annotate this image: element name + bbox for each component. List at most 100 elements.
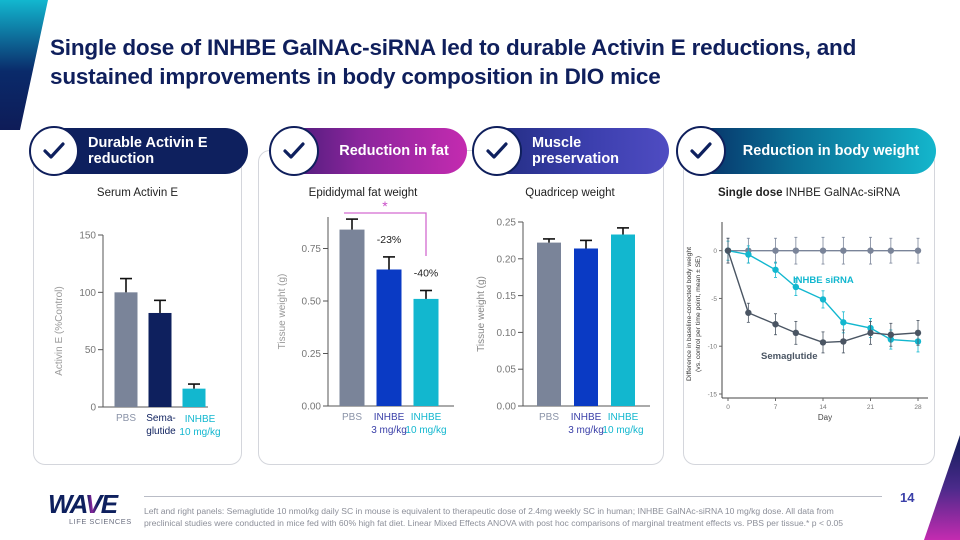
data-point xyxy=(887,331,895,338)
footnote-line-1: Left and right panels: Semaglutide 10 nm… xyxy=(144,506,834,516)
y-tick-label: -5 xyxy=(711,296,717,303)
corner-decoration-bottom-right xyxy=(924,435,960,540)
y-tick-label: 50 xyxy=(85,345,97,356)
x-category-label: 10 mg/kg xyxy=(179,427,220,438)
y-tick-label: 0.10 xyxy=(497,328,517,339)
data-point xyxy=(772,266,779,273)
data-point xyxy=(772,321,779,328)
pill-label: Muscle preservation xyxy=(532,135,620,167)
x-tick-label: 14 xyxy=(819,404,827,411)
data-point xyxy=(745,251,752,258)
x-category-label: INHBE xyxy=(608,412,639,423)
x-category-label: Sema- xyxy=(146,413,175,424)
x-category-label: PBS xyxy=(116,413,136,424)
data-point xyxy=(840,247,847,254)
page-number: 14 xyxy=(900,490,915,505)
x-category-label: INHBE xyxy=(185,414,216,425)
y-tick-label: 0 xyxy=(713,248,717,255)
footnote-line-2: preclinical studies were conducted in mi… xyxy=(144,518,844,528)
percent-change-label: -40% xyxy=(414,268,439,280)
data-point xyxy=(819,247,827,254)
pill-fat-reduction: Reduction in fat xyxy=(269,126,467,176)
data-point xyxy=(867,329,874,337)
chart-title-quad: Quadricep weight xyxy=(525,187,615,199)
y-axis-label: Difference in baseline-corrected body we… xyxy=(686,247,693,381)
y-axis-label: Activin E (%Control) xyxy=(54,286,65,375)
data-point xyxy=(792,329,800,337)
pill-label: Durable Activin E reduction xyxy=(88,135,208,167)
bar xyxy=(574,248,598,406)
body-weight-panel xyxy=(683,150,935,465)
bar xyxy=(413,298,439,406)
data-point xyxy=(840,319,847,326)
data-point xyxy=(792,283,800,291)
data-point xyxy=(840,338,847,345)
x-category-label: 3 mg/kg xyxy=(568,425,604,436)
fat-weight-chart: 0.00 0.25 0.50 0.75 Tissue weight (g) PBS INHB… xyxy=(277,198,454,436)
x-category-label: 3 mg/kg xyxy=(371,425,407,436)
bar xyxy=(339,229,365,406)
chart-title-body-weight: Single dose INHBE GalNAc-siRNA xyxy=(683,187,935,199)
x-category-label: INHBE xyxy=(571,412,602,423)
checkmark-icon xyxy=(29,126,79,176)
y-tick-label: 0.15 xyxy=(497,291,517,302)
body-weight-chart: 0 -5 -10 -15 0 7 14 21 28 Day Difference in baseli… xyxy=(686,222,928,422)
y-tick-label: 0.00 xyxy=(302,402,322,413)
y-tick-label: 0.00 xyxy=(497,402,517,413)
x-category-label: PBS xyxy=(342,412,362,423)
y-tick-label: -15 xyxy=(708,392,718,399)
y-tick-label: 100 xyxy=(79,288,96,299)
x-tick-label: 7 xyxy=(774,404,778,411)
footer-divider xyxy=(144,496,882,497)
series-label-semaglutide: Semaglutide xyxy=(761,351,818,362)
serum-activin-chart: 0 50 100 150 Activin E (%Control) PBS Sema-glu… xyxy=(54,231,221,439)
x-category-label: PBS xyxy=(539,412,559,423)
bar xyxy=(114,292,138,407)
logo-text: WAVE xyxy=(48,491,119,515)
pill-body-weight-reduction: Reduction in body weight xyxy=(676,126,936,176)
bar xyxy=(148,312,172,407)
data-point xyxy=(914,247,922,254)
x-tick-label: 21 xyxy=(867,404,875,411)
data-point xyxy=(819,296,827,303)
logo-subtitle: LIFE SCIENCES xyxy=(69,517,132,526)
data-point xyxy=(745,309,752,316)
significance-bracket xyxy=(344,212,427,256)
wave-logo: WAVE xyxy=(48,491,120,515)
y-axis-label: (vs. control per time point, mean ± SE) xyxy=(695,256,702,372)
pill-label: Reduction in fat xyxy=(339,143,449,159)
data-point xyxy=(792,247,800,254)
data-point xyxy=(772,247,779,254)
significance-star: * xyxy=(382,198,388,214)
chart-title-bold: Single dose xyxy=(717,187,783,199)
checkmark-icon xyxy=(676,126,726,176)
chart-title-fat: Epididymal fat weight xyxy=(308,187,418,199)
data-point xyxy=(867,247,874,254)
y-axis-label: Tissue weight (g) xyxy=(476,276,487,352)
y-tick-label: 0.05 xyxy=(497,365,517,376)
bar xyxy=(611,234,635,406)
data-point xyxy=(819,339,827,346)
chart-title-rest: INHBE GalNAc-siRNA xyxy=(782,187,901,199)
bar xyxy=(376,269,402,406)
activin-panel xyxy=(33,150,242,465)
y-tick-label: 0.25 xyxy=(497,218,517,229)
x-category-label: 10 mg/kg xyxy=(602,425,643,436)
footnote: Left and right panels: Semaglutide 10 nm… xyxy=(144,505,904,529)
x-category-label: 10 mg/kg xyxy=(405,425,446,436)
data-point xyxy=(887,247,895,254)
x-category-label: INHBE xyxy=(411,412,442,423)
y-axis-label: Tissue weight (g) xyxy=(277,274,288,350)
y-tick-label: 0 xyxy=(90,403,96,414)
checkmark-icon xyxy=(472,126,522,176)
pill-activin-reduction: Durable Activin E reduction xyxy=(29,126,248,176)
percent-change-label: -23% xyxy=(377,234,402,246)
pill-label: Reduction in body weight xyxy=(742,143,920,159)
y-tick-label: 0.50 xyxy=(302,297,322,308)
y-tick-label: -10 xyxy=(708,344,718,351)
y-tick-label: 0.75 xyxy=(302,244,322,255)
quadricep-weight-chart: 0.00 0.05 0.10 0.15 0.20 0.25 Tissue weight (g… xyxy=(476,218,650,436)
y-tick-label: 0.20 xyxy=(497,254,517,265)
x-category-label: glutide xyxy=(146,426,176,437)
x-tick-label: 0 xyxy=(726,404,730,411)
